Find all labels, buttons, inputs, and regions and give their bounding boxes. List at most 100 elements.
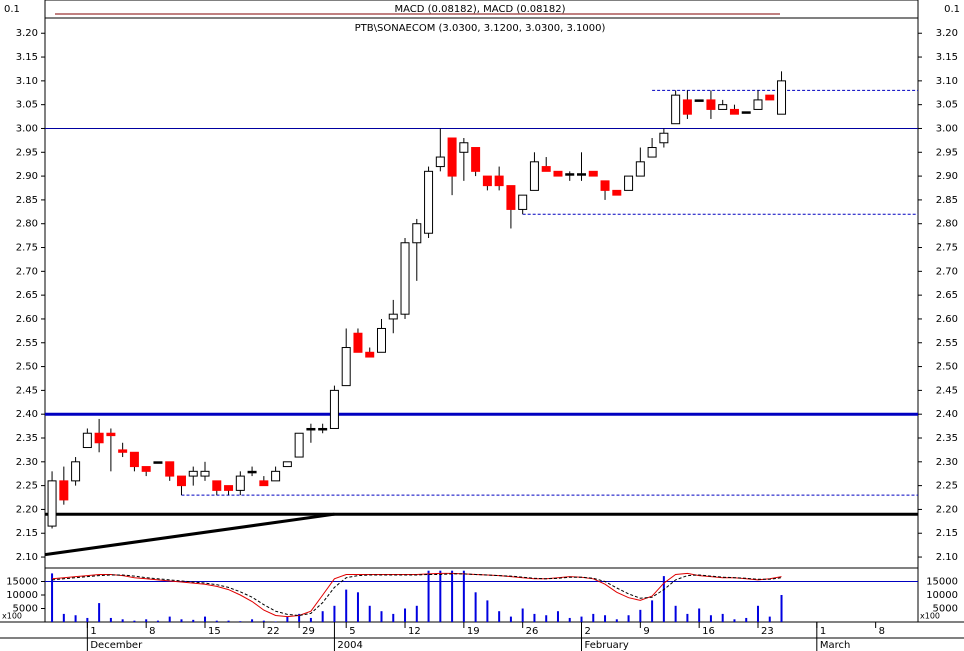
candle-body <box>671 94 681 125</box>
y-tick-label: 3.20 <box>936 28 958 39</box>
volume-unit: x100 <box>920 612 940 621</box>
volume-bar <box>474 592 477 622</box>
y-tick-label: 2.35 <box>936 433 958 444</box>
volume-bar <box>180 619 183 622</box>
volume-bar <box>756 605 759 622</box>
candle-body <box>388 313 398 320</box>
candle-body <box>59 480 69 501</box>
x-tick-label: 29 <box>302 626 315 637</box>
volume-bar <box>427 570 430 622</box>
volume-bar <box>768 616 771 622</box>
y-tick-label: 2.85 <box>16 195 38 206</box>
volume-unit: x100 <box>2 612 22 621</box>
y-tick-label: 2.95 <box>16 147 38 158</box>
candle-body <box>518 194 528 210</box>
candle-body <box>106 432 116 437</box>
y-tick-label: 2.40 <box>936 409 958 420</box>
trendline <box>44 512 335 557</box>
volume-bar <box>651 600 654 622</box>
volume-bar <box>545 615 548 622</box>
candle-body <box>506 185 516 210</box>
y-tick-label: 3.10 <box>936 76 958 87</box>
y-tick-label: 2.80 <box>16 219 38 230</box>
volume-bar <box>145 619 148 622</box>
y-tick-label: 2.95 <box>936 147 958 158</box>
volume-bar <box>192 619 195 622</box>
candle-body <box>282 461 292 468</box>
candle-body <box>529 161 539 191</box>
candle-body <box>577 173 587 176</box>
y-tick-label: 2.30 <box>936 457 958 468</box>
volume-tick-label: 5000 <box>933 604 958 615</box>
candle-body <box>259 480 269 487</box>
volume-bar <box>415 605 418 622</box>
y-tick-label: 2.90 <box>16 171 38 182</box>
volume-bar <box>239 621 242 622</box>
volume-tick-label: 15000 <box>6 577 38 588</box>
y-tick-label: 2.70 <box>16 266 38 277</box>
volume-bar <box>380 611 383 622</box>
candle-body <box>600 180 610 191</box>
volume-bar <box>592 613 595 622</box>
y-tick-label: 2.15 <box>936 528 958 539</box>
volume-bar <box>521 608 524 622</box>
candle-body <box>176 475 186 487</box>
volume-bar <box>121 619 124 622</box>
y-tick-label: 2.60 <box>936 314 958 325</box>
y-tick-label: 2.30 <box>16 457 38 468</box>
candle-body <box>235 475 245 491</box>
volume-bar <box>615 619 618 622</box>
candle-body <box>271 470 281 482</box>
candle-body <box>682 99 692 115</box>
volume-bar <box>698 608 701 622</box>
x-tick-label: 8 <box>149 626 155 637</box>
volume-bar <box>580 616 583 622</box>
candle-body <box>612 189 622 196</box>
candle-body <box>635 161 645 177</box>
y-tick-label: 2.25 <box>16 481 38 492</box>
x-tick-label: 26 <box>526 626 539 637</box>
candle-body <box>329 389 339 429</box>
volume-bar <box>451 570 454 622</box>
volume-bar <box>604 615 607 622</box>
x-tick-label: 1 <box>820 626 826 637</box>
y-tick-label: 2.60 <box>16 314 38 325</box>
candle-body <box>765 94 775 101</box>
candle-body <box>424 170 434 234</box>
y-tick-label: 2.65 <box>16 290 38 301</box>
candle-body <box>482 175 492 187</box>
y-tick-label: 2.10 <box>16 552 38 563</box>
volume-bar <box>262 620 265 622</box>
candle-body <box>412 223 422 244</box>
y-tick-label: 2.75 <box>936 243 958 254</box>
y-tick-label: 3.10 <box>16 76 38 87</box>
volume-bar <box>333 605 336 622</box>
candle-body <box>188 470 198 477</box>
volume-bar <box>298 613 301 622</box>
volume-bar <box>462 570 465 622</box>
volume-bar <box>98 603 101 622</box>
volume-bar <box>439 570 442 622</box>
candle-body <box>318 427 328 431</box>
volume-bar <box>721 613 724 622</box>
volume-bar <box>321 611 324 622</box>
volume-bar <box>674 605 677 622</box>
volume-bar <box>356 592 359 622</box>
volume-bar <box>274 621 277 622</box>
volume-bar <box>627 615 630 622</box>
oscillator-line <box>52 573 782 617</box>
candle-body <box>777 80 787 115</box>
volume-bar <box>227 620 230 622</box>
candle-body <box>118 449 128 453</box>
candle-body <box>341 347 351 387</box>
y-tick-label: 3.05 <box>936 100 958 111</box>
volume-bar <box>568 617 571 622</box>
candle-body <box>247 470 257 474</box>
volume-tick-label: 10000 <box>6 590 38 601</box>
volume-bar <box>733 619 736 622</box>
volume-bar <box>639 609 642 622</box>
y-tick-label: 2.80 <box>936 219 958 230</box>
y-tick-label: 2.35 <box>16 433 38 444</box>
